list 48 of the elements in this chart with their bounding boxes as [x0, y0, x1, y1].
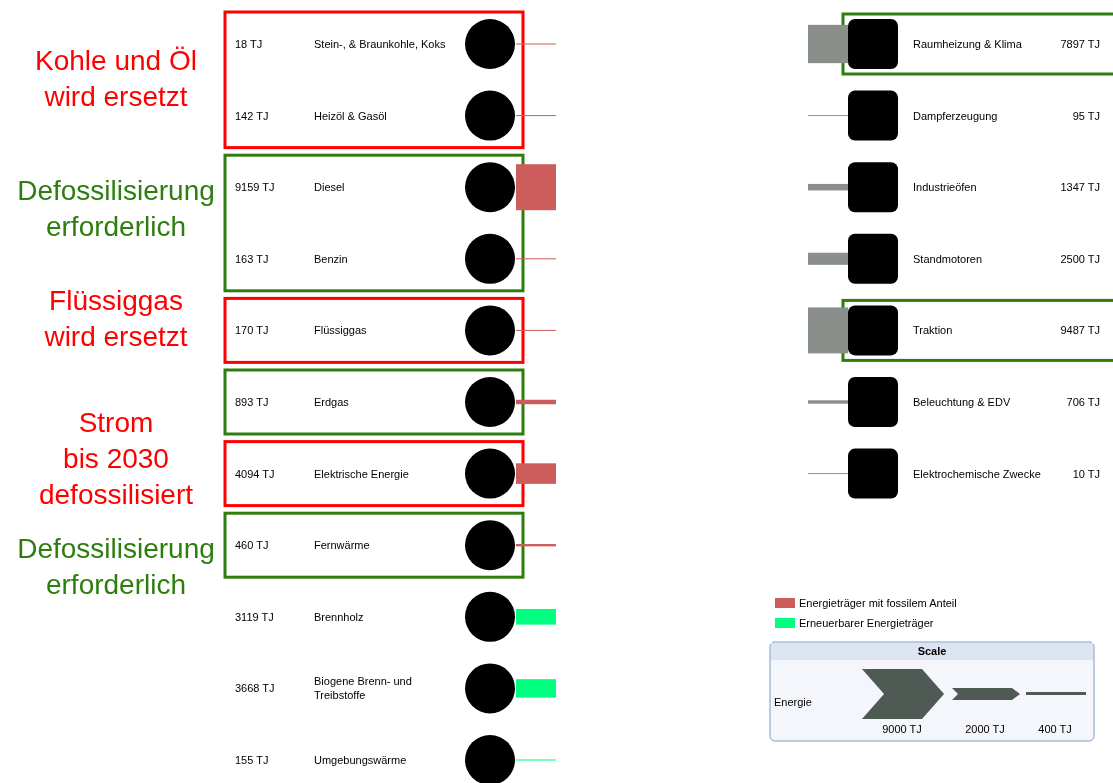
category-label: Erdgas [314, 396, 350, 408]
text: Defossilisierung erforderlich [17, 533, 215, 600]
text: 2000 TJ [965, 723, 1005, 735]
category-label: Stein-, & Braunkohle, Koks [314, 38, 446, 50]
data-label: 1347 TJ [1060, 181, 1100, 194]
category-label: Brennholz [314, 610, 364, 623]
data-label: 3668 TJ [235, 682, 275, 695]
text: 9000 TJ [882, 723, 922, 735]
data-label: 95 TJ [1072, 109, 1100, 122]
data-label: 7897 TJ [1060, 38, 1100, 50]
data-label: 2500 TJ [1060, 252, 1100, 265]
category-label: Raumheizung & Klima [913, 38, 1023, 50]
data-label: 9487 TJ [1060, 324, 1100, 337]
data-label: 163 TJ [235, 252, 269, 265]
text: Scale [917, 645, 947, 657]
data-label: 9159 TJ [235, 181, 275, 194]
data-label: 460 TJ [235, 539, 269, 552]
data-label: 10 TJ [1072, 467, 1100, 480]
text: Energie [774, 696, 812, 708]
text: Strom bis 2030 defossilisiert [38, 407, 194, 510]
category-label: Beleuchtung & EDV [913, 396, 1011, 408]
data-label: 18 TJ [235, 38, 263, 50]
text: Flüssiggas wird ersetzt [43, 285, 188, 352]
category-label: Traktion [913, 324, 953, 337]
category-label: Flüssiggas [314, 324, 368, 337]
category-label: Fernwärme [314, 539, 370, 552]
category-label: Dampferzeugung [913, 109, 998, 122]
data-label: 170 TJ [235, 324, 269, 337]
category-label: Benzin [314, 252, 348, 265]
category-label: Heizöl & Gasöl [314, 109, 387, 122]
legend-label: Energieträger mit fossilem Anteil [799, 597, 957, 609]
category-label: Elektrische Energie [314, 467, 409, 480]
data-label: 142 TJ [235, 109, 269, 122]
data-label: 893 TJ [235, 396, 269, 408]
category-label: Biogene Brenn- und Treibstoffe [314, 675, 412, 702]
text: Kohle und Öl wird ersetzt [35, 45, 197, 112]
category-label: Elektrochemische Zwecke [913, 467, 1041, 480]
text: 400 TJ [1038, 723, 1072, 735]
data-label: 706 TJ [1066, 396, 1100, 408]
text: Defossilisierung erforderlich [17, 175, 215, 242]
category-label: Diesel [314, 181, 345, 194]
category-label: Umgebungswärme [314, 754, 407, 766]
data-label: 3119 TJ [235, 610, 274, 623]
category-label: Standmotoren [913, 252, 983, 265]
legend-label: Erneuerbarer Energieträger [799, 617, 934, 629]
data-label: 155 TJ [235, 754, 269, 766]
data-label: 4094 TJ [235, 467, 275, 480]
category-label: Industrieöfen [913, 181, 977, 194]
